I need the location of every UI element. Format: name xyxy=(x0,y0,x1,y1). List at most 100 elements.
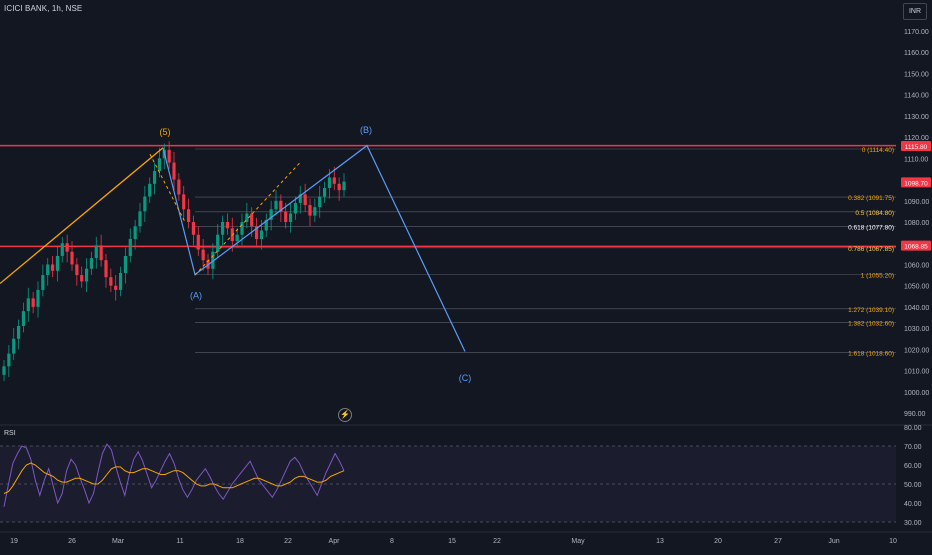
wave-label: (A) xyxy=(190,290,202,300)
price-axis-label: 1040.00 xyxy=(904,305,929,312)
correction-wave-line xyxy=(162,144,466,352)
candle-body xyxy=(16,325,21,339)
candle-body xyxy=(274,200,278,210)
rsi-line xyxy=(3,443,345,507)
candle-body xyxy=(293,202,298,214)
candle-body xyxy=(26,298,30,312)
candle-body xyxy=(2,366,6,375)
candle-body xyxy=(133,226,137,239)
candle-body xyxy=(104,260,108,278)
candle-body xyxy=(75,264,79,276)
candle-body xyxy=(313,207,317,216)
candle-body xyxy=(94,245,98,259)
candle-body xyxy=(322,188,327,197)
candle-body xyxy=(21,311,26,326)
rsi-label[interactable]: RSI xyxy=(4,430,16,437)
symbol-title[interactable]: ICICI BANK, 1h, NSE xyxy=(4,4,83,13)
time-axis-label: 10 xyxy=(889,538,897,545)
time-axis-label: 11 xyxy=(176,538,183,545)
candle-body xyxy=(167,149,171,163)
candle-body xyxy=(303,194,307,206)
candle-body xyxy=(84,268,89,282)
price-badge xyxy=(901,141,931,152)
fib-level-label: 1.618 (1018.60) xyxy=(848,350,894,357)
time-axis-label: May xyxy=(571,538,585,545)
candle-body xyxy=(254,226,259,239)
fib-level-label: 0 (1114.40) xyxy=(862,147,894,154)
candle-body xyxy=(191,222,196,235)
time-axis-label: 19 xyxy=(10,538,18,545)
candle-body xyxy=(201,249,205,261)
rsi-axis-label: 40.00 xyxy=(904,501,922,508)
candle-body xyxy=(70,251,74,265)
candle-body xyxy=(220,222,225,235)
candle-body xyxy=(143,196,147,212)
time-axis-label: 26 xyxy=(68,538,76,545)
price-badge xyxy=(901,240,931,251)
candle-body xyxy=(128,238,132,256)
price-axis-label: 1020.00 xyxy=(904,347,929,354)
candle-body xyxy=(65,243,69,252)
dashed-projection-line xyxy=(194,162,301,276)
candle-body xyxy=(80,275,84,282)
candle-body xyxy=(152,171,157,184)
price-axis-label: 1010.00 xyxy=(904,369,929,376)
candle-body xyxy=(50,264,55,271)
fib-level-label: 0.5 (1084.80) xyxy=(855,210,894,217)
rsi-axis-label: 80.00 xyxy=(904,425,922,432)
candle-body xyxy=(259,230,264,239)
candle-body xyxy=(211,251,215,269)
wave-label: (B) xyxy=(360,125,372,135)
candle-body xyxy=(60,243,64,256)
rsi-axis-label: 50.00 xyxy=(904,482,922,489)
candle-body xyxy=(269,209,273,220)
price-axis-label: 1120.00 xyxy=(904,135,929,142)
candle-body xyxy=(114,285,118,290)
rsi-axis-label: 30.00 xyxy=(904,520,922,527)
rsi-axis-label: 70.00 xyxy=(904,444,922,451)
time-axis-label: 18 xyxy=(236,538,244,545)
candle-body xyxy=(186,209,191,222)
price-axis-label: 990.00 xyxy=(904,411,926,418)
impulse-wave-line xyxy=(0,147,164,285)
candle-body xyxy=(327,177,332,189)
candle-body xyxy=(235,234,239,242)
candle-body xyxy=(12,338,16,354)
time-axis-label: 8 xyxy=(390,538,394,545)
fib-level-label: 1.382 (1032.60) xyxy=(848,321,894,328)
price-axis-label: 1110.00 xyxy=(904,156,928,163)
candle-body xyxy=(148,183,152,197)
candle-body xyxy=(46,264,50,276)
candle-body xyxy=(342,181,346,191)
price-axis-label: 1050.00 xyxy=(904,284,929,291)
candle-body xyxy=(332,177,336,184)
time-axis-label: Jun xyxy=(828,538,839,545)
candle-body xyxy=(182,194,186,210)
price-axis-label: 1170.00 xyxy=(904,29,929,36)
price-axis-label: 1000.00 xyxy=(904,390,929,397)
price-axis-label: 1130.00 xyxy=(904,114,929,121)
candle-body xyxy=(118,272,123,290)
candle-body xyxy=(318,196,322,208)
candle-body xyxy=(89,258,94,269)
candle-body xyxy=(172,162,176,180)
rsi-axis-label: 60.00 xyxy=(904,463,922,470)
candle-body xyxy=(31,298,35,307)
currency-button[interactable]: INR xyxy=(903,3,927,20)
fib-level-label: 1 (1055.20) xyxy=(861,273,894,280)
candle-body xyxy=(55,255,60,271)
candle-body xyxy=(284,211,288,222)
price-axis-label: 1090.00 xyxy=(904,199,929,206)
fib-level-label: 0.618 (1077.80) xyxy=(848,225,894,232)
candle-body xyxy=(123,255,128,273)
price-badge-label: 1068.85 xyxy=(904,244,928,251)
price-axis-label: 1160.00 xyxy=(904,50,929,57)
time-axis-label: 27 xyxy=(774,538,782,545)
time-axis-label: 20 xyxy=(714,538,722,545)
candle-body xyxy=(245,213,249,222)
lightning-icon[interactable]: ⚡ xyxy=(338,408,352,422)
wave-label: (5) xyxy=(160,127,171,137)
price-axis-label: 1080.00 xyxy=(904,220,929,227)
